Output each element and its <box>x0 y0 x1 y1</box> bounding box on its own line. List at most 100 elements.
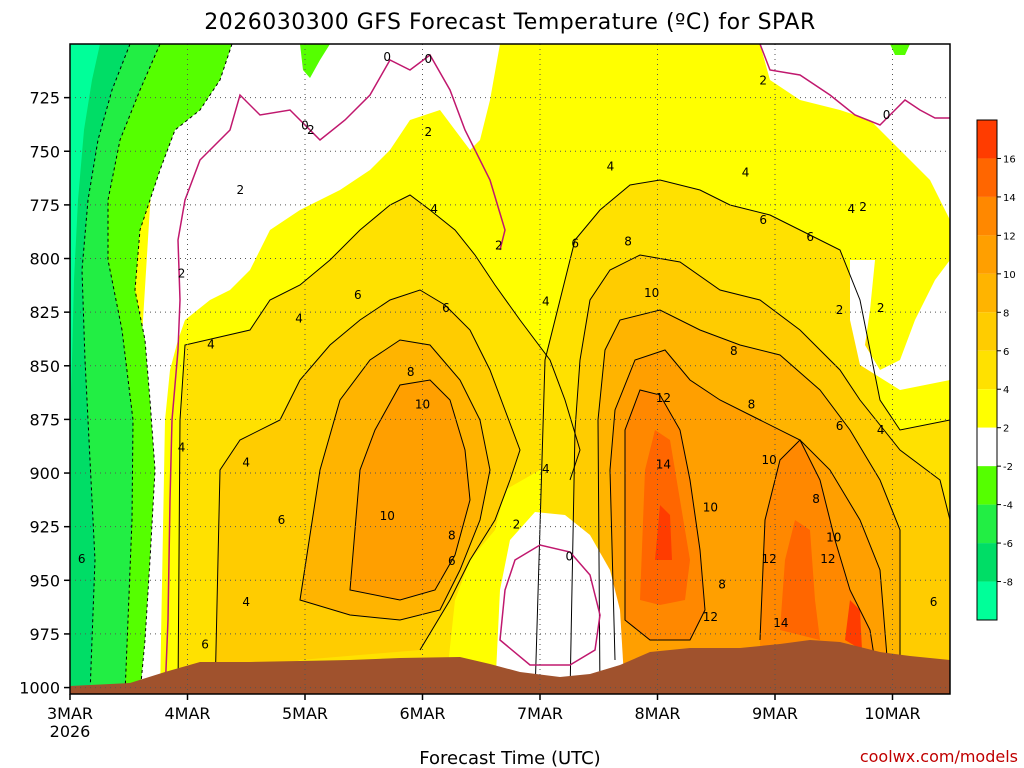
contour-label: 14 <box>656 457 671 471</box>
x-tick-label: 4MAR <box>164 704 210 723</box>
contour-label: 4 <box>430 202 438 216</box>
colorbar-label: 2 <box>1003 424 1009 435</box>
contour-east-4 <box>534 179 950 694</box>
contour-label: 2 <box>513 518 521 532</box>
contour-label: 8 <box>730 344 738 358</box>
contour-0-northeast <box>759 44 950 126</box>
contour-label: 6 <box>930 595 938 609</box>
colorbar-label: 10 <box>1003 270 1016 281</box>
contour-label: 10 <box>415 397 430 411</box>
contour-label: 6 <box>806 230 814 244</box>
colorbar-label: 8 <box>1003 308 1009 319</box>
colorbar-swatch <box>977 543 997 582</box>
contour-label: 2 <box>877 301 885 315</box>
contour-label: 10 <box>761 453 776 467</box>
band-0-to-2-low <box>495 512 625 694</box>
contour-label: 0 <box>425 52 433 66</box>
contour-label: 2 <box>307 123 315 137</box>
colorbar-label: -2 <box>1003 462 1013 473</box>
colorbar-swatch <box>977 427 997 467</box>
y-tick-label: 875 <box>29 410 60 429</box>
colorbar-swatch <box>977 235 997 274</box>
contour-label: 12 <box>761 552 776 566</box>
patch-green-top-1 <box>300 44 330 78</box>
x-tick-label: 7MAR <box>517 704 563 723</box>
contour-label: 8 <box>448 528 456 542</box>
band-16-plus-east <box>655 505 672 560</box>
contour-label: 4 <box>295 312 303 326</box>
contour-label: 4 <box>542 462 550 476</box>
band-0-to-2-northeast <box>545 44 950 220</box>
contour-label: 2 <box>495 239 503 253</box>
contour-label: 0 <box>883 108 891 122</box>
contour-label: 4 <box>242 595 250 609</box>
colorbar-swatch <box>977 389 997 428</box>
contour-east-10 <box>609 349 891 694</box>
contour-label: 10 <box>826 530 841 544</box>
terrain <box>70 640 950 694</box>
contour-label: 4 <box>242 455 250 469</box>
contour-0-north <box>164 53 506 694</box>
contour-0-low <box>499 544 601 666</box>
band-0-to-2-east-pocket <box>850 260 950 390</box>
contour-label: 10 <box>644 286 659 300</box>
contour-label: 2 <box>178 267 186 281</box>
y-tick-label: 975 <box>29 625 60 644</box>
x-tick-label: 5MAR <box>282 704 328 723</box>
patch-green-top-2 <box>890 44 910 55</box>
contour-label: 14 <box>773 616 788 630</box>
contour-label: 12 <box>656 391 671 405</box>
contour-east-12 <box>624 389 706 641</box>
contour-label: 2 <box>836 303 844 317</box>
contour-east-6 <box>569 254 950 694</box>
contour-minus-4 <box>107 44 161 694</box>
colorbar-frame <box>976 119 998 621</box>
band-below-minus-8 <box>70 44 100 420</box>
contour-label: 8 <box>748 397 756 411</box>
x-tick-year-label: 2026 <box>50 722 91 741</box>
contour-label: 6 <box>278 513 286 527</box>
x-tick-label: 10MAR <box>864 704 920 723</box>
contour-4 <box>214 289 521 694</box>
colorbar-swatch <box>977 120 997 159</box>
contour-lines <box>177 179 950 694</box>
contour-label: 6 <box>442 301 450 315</box>
contour-label: 0 <box>383 50 391 64</box>
y-tick-label: 725 <box>29 89 60 108</box>
contour-label: 6 <box>201 638 209 652</box>
colorbar-label: -8 <box>1003 578 1013 589</box>
contour-8 <box>349 379 471 601</box>
contour-label: 12 <box>820 552 835 566</box>
contour-label: 4 <box>207 337 215 351</box>
contour-label: 4 <box>742 166 750 180</box>
x-axis-label: Forecast Time (UTC) <box>419 748 600 768</box>
band-10-to-12 <box>350 380 470 600</box>
contour-label: 8 <box>624 234 632 248</box>
y-tick-label: 1000 <box>19 679 60 698</box>
contour-label: 4 <box>178 440 186 454</box>
contour-label: 10 <box>380 509 395 523</box>
plot-frame <box>69 43 951 695</box>
colorbar-swatch <box>977 350 997 390</box>
contour-label: 8 <box>407 365 415 379</box>
colorbar: 16 14 12 10 8 6 4 2 -2 -4 -6 -8 <box>976 119 1016 621</box>
colorbar-swatch <box>977 312 997 351</box>
x-tick-label: 6MAR <box>399 704 445 723</box>
contour-label: 8 <box>718 578 726 592</box>
contour-east-12-b <box>759 439 881 694</box>
contour-label: 8 <box>812 492 820 506</box>
contour-label: 4 <box>542 294 550 308</box>
y-tick-label: 750 <box>29 142 60 161</box>
colorbar-swatch <box>977 273 997 313</box>
band-0-to-2-north <box>120 44 500 694</box>
contour-label: 2 <box>759 73 767 87</box>
colorbar-label: 6 <box>1003 347 1009 358</box>
contour-minus-2 <box>134 44 233 694</box>
y-tick-label: 950 <box>29 571 60 590</box>
contour-label: 4 <box>848 202 856 216</box>
x-tick-label: 3MAR <box>47 704 93 723</box>
contour-label: 2 <box>859 200 867 214</box>
colorbar-swatch <box>977 196 997 236</box>
colorbar-label: 16 <box>1003 154 1016 165</box>
x-tick-label: 8MAR <box>634 704 680 723</box>
